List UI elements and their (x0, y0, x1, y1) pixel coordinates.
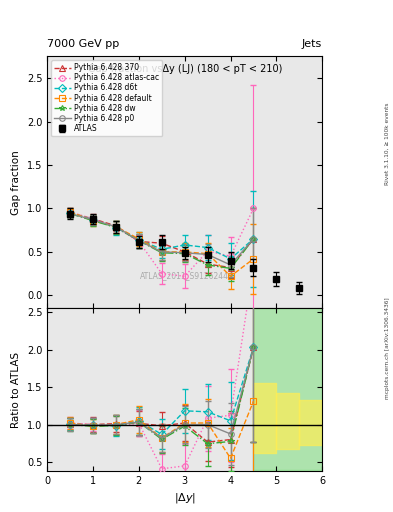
Pythia 6.428 370 (160, 240, 164, 246)
Pythia 6.428 atlas-cac (251, 205, 256, 211)
Pythia 6.428 d6t (182, 242, 187, 248)
Line: Pythia 6.428 d6t: Pythia 6.428 d6t (67, 210, 256, 262)
Pythia 6.428 atlas-cac (91, 216, 95, 222)
Pythia 6.428 d6t (68, 210, 72, 216)
Pythia 6.428 atlas-cac (68, 209, 72, 215)
Text: ATLAS_2011_S9126244: ATLAS_2011_S9126244 (140, 271, 229, 280)
Pythia 6.428 default (182, 249, 187, 255)
Y-axis label: Ratio to ATLAS: Ratio to ATLAS (11, 352, 21, 428)
Pythia 6.428 p0 (136, 238, 141, 244)
Legend: Pythia 6.428 370, Pythia 6.428 atlas-cac, Pythia 6.428 d6t, Pythia 6.428 default: Pythia 6.428 370, Pythia 6.428 atlas-cac… (51, 60, 162, 136)
Pythia 6.428 p0 (68, 210, 72, 217)
Pythia 6.428 370 (136, 239, 141, 245)
Pythia 6.428 dw (68, 210, 72, 217)
Pythia 6.428 370 (114, 223, 118, 229)
Pythia 6.428 dw (114, 224, 118, 230)
Pythia 6.428 d6t (136, 237, 141, 243)
Text: 7000 GeV pp: 7000 GeV pp (47, 38, 119, 49)
Pythia 6.428 p0 (91, 217, 95, 223)
Pythia 6.428 default (228, 273, 233, 280)
Text: mcplots.cern.ch [arXiv:1306.3436]: mcplots.cern.ch [arXiv:1306.3436] (385, 297, 390, 399)
Pythia 6.428 d6t (228, 256, 233, 262)
Pythia 6.428 dw (228, 265, 233, 271)
Pythia 6.428 370 (251, 236, 256, 242)
Pythia 6.428 p0 (205, 251, 210, 258)
X-axis label: $|\Delta y|$: $|\Delta y|$ (174, 492, 196, 505)
Pythia 6.428 dw (160, 250, 164, 256)
Pythia 6.428 default (68, 209, 72, 215)
Pythia 6.428 default (205, 250, 210, 257)
Pythia 6.428 atlas-cac (228, 253, 233, 259)
Text: Gap fraction vsΔy (LJ) (180 < pT < 210): Gap fraction vsΔy (LJ) (180 < pT < 210) (88, 64, 282, 74)
Pythia 6.428 p0 (160, 249, 164, 255)
Pythia 6.428 p0 (114, 224, 118, 230)
Pythia 6.428 dw (205, 262, 210, 268)
Pythia 6.428 default (136, 236, 141, 242)
Pythia 6.428 d6t (114, 224, 118, 230)
Text: Rivet 3.1.10, ≥ 100k events: Rivet 3.1.10, ≥ 100k events (385, 102, 390, 185)
Line: Pythia 6.428 atlas-cac: Pythia 6.428 atlas-cac (67, 206, 256, 279)
Pythia 6.428 atlas-cac (182, 273, 187, 280)
Pythia 6.428 d6t (91, 217, 95, 223)
Line: Pythia 6.428 default: Pythia 6.428 default (67, 209, 256, 279)
Pythia 6.428 370 (182, 249, 187, 255)
Pythia 6.428 dw (91, 218, 95, 224)
Pythia 6.428 atlas-cac (114, 224, 118, 230)
Pythia 6.428 370 (205, 261, 210, 267)
Pythia 6.428 default (91, 218, 95, 224)
Pythia 6.428 atlas-cac (136, 239, 141, 245)
Pythia 6.428 p0 (251, 236, 256, 242)
Pythia 6.428 370 (68, 210, 72, 216)
Pythia 6.428 atlas-cac (160, 270, 164, 276)
Pythia 6.428 default (160, 249, 164, 255)
Pythia 6.428 d6t (251, 236, 256, 242)
Pythia 6.428 dw (251, 236, 256, 242)
Line: Pythia 6.428 dw: Pythia 6.428 dw (67, 211, 256, 271)
Pythia 6.428 370 (91, 216, 95, 222)
Pythia 6.428 p0 (228, 262, 233, 268)
Pythia 6.428 d6t (205, 245, 210, 251)
Pythia 6.428 dw (136, 238, 141, 244)
Pythia 6.428 p0 (182, 250, 187, 256)
Line: Pythia 6.428 p0: Pythia 6.428 p0 (67, 211, 256, 268)
Text: Jets: Jets (302, 38, 322, 49)
Pythia 6.428 370 (228, 265, 233, 271)
Pythia 6.428 default (114, 224, 118, 230)
Pythia 6.428 d6t (160, 246, 164, 252)
Line: Pythia 6.428 370: Pythia 6.428 370 (67, 210, 256, 270)
Y-axis label: Gap fraction: Gap fraction (11, 150, 21, 215)
Pythia 6.428 default (251, 256, 256, 262)
Pythia 6.428 atlas-cac (205, 248, 210, 254)
Pythia 6.428 dw (182, 250, 187, 257)
